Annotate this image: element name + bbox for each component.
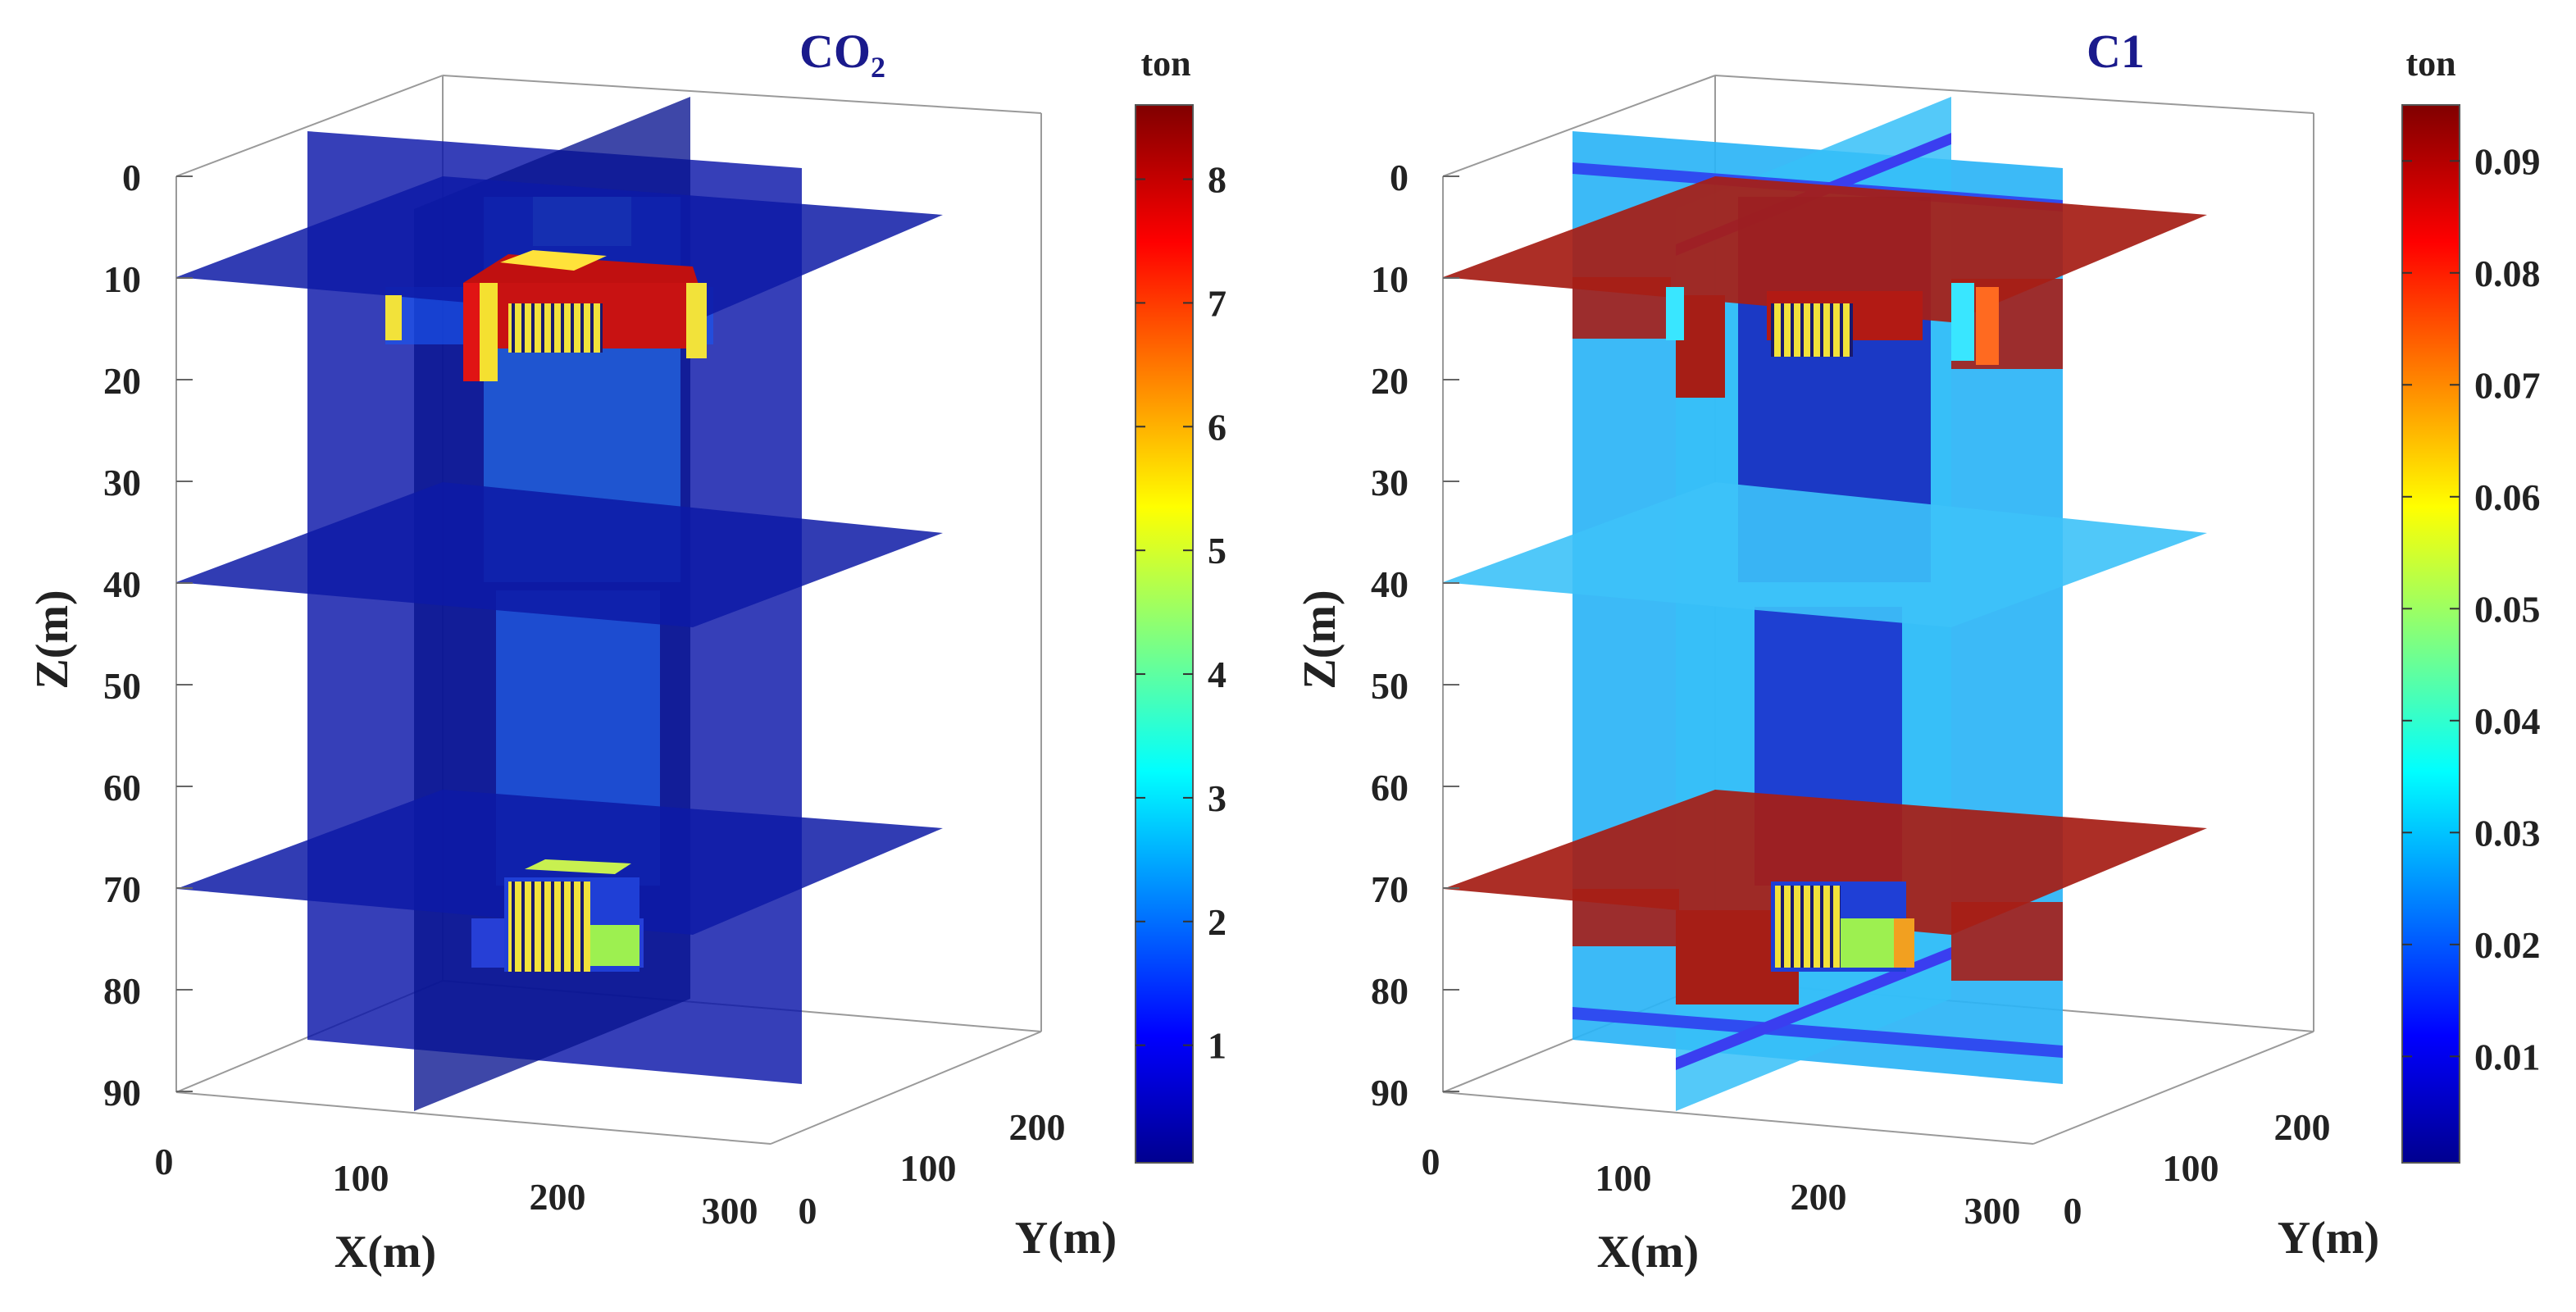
z-axis: 0 10 20 30 40 50 60 70 80 90 bbox=[103, 157, 141, 1114]
z-tick: 30 bbox=[1371, 462, 1409, 503]
y-tick: 100 bbox=[2163, 1147, 2219, 1189]
colorbar-tick-label: 0.04 bbox=[2474, 700, 2541, 742]
colorbar-tick-label: 3 bbox=[1208, 777, 1227, 819]
z-tick: 50 bbox=[1371, 665, 1409, 707]
panel-co2: 0 10 20 30 40 50 60 70 80 90 Z(m) 0 bbox=[27, 25, 1227, 1278]
z-tick: 80 bbox=[103, 970, 141, 1012]
z-tick: 60 bbox=[1371, 767, 1409, 809]
colorbar-tick-label: 7 bbox=[1208, 282, 1227, 324]
x-axis-label: X(m) bbox=[335, 1227, 436, 1278]
z-slice-10 bbox=[176, 176, 943, 322]
z-tick-marks bbox=[1443, 175, 1459, 1092]
z-tick: 40 bbox=[1371, 563, 1409, 605]
z-slice-40 bbox=[176, 482, 943, 627]
x-tick: 100 bbox=[1595, 1157, 1652, 1199]
z-tick: 0 bbox=[1390, 157, 1409, 198]
colorbar-tick-label: 0.06 bbox=[2474, 476, 2541, 518]
y-axis: 0 100 200 bbox=[799, 1106, 1066, 1232]
colorbar-tick-label: 1 bbox=[1208, 1025, 1227, 1067]
chart-title: CO2 bbox=[799, 25, 885, 84]
z-axis-label: Z(m) bbox=[1295, 590, 1345, 689]
colorbar-tick-label: 2 bbox=[1208, 901, 1227, 943]
z-tick: 10 bbox=[103, 258, 141, 300]
y-tick: 100 bbox=[900, 1147, 957, 1189]
x-tick: 200 bbox=[530, 1176, 586, 1218]
z-axis: 0 10 20 30 40 50 60 70 80 90 bbox=[1371, 157, 1409, 1114]
z-tick: 70 bbox=[103, 868, 141, 910]
colorbar-tick-label: 0.08 bbox=[2474, 253, 2541, 294]
y-tick: 0 bbox=[2064, 1190, 2082, 1232]
y-tick: 200 bbox=[2274, 1106, 2331, 1148]
colorbar-tick-label: 0.03 bbox=[2474, 812, 2541, 854]
plume-upper-hotspot bbox=[385, 250, 707, 381]
z-tick: 20 bbox=[1371, 360, 1409, 402]
z-tick: 60 bbox=[103, 767, 141, 809]
slice-red-bands bbox=[1572, 277, 2063, 1004]
x-axis-label: X(m) bbox=[1597, 1227, 1699, 1278]
z-tick: 20 bbox=[103, 360, 141, 402]
x-tick: 200 bbox=[1791, 1176, 1847, 1218]
z-tick: 80 bbox=[1371, 970, 1409, 1012]
colorbar-tick-label: 6 bbox=[1208, 406, 1227, 448]
z-tick: 90 bbox=[1371, 1072, 1409, 1114]
z-tick: 0 bbox=[122, 157, 141, 198]
y-tick: 200 bbox=[1009, 1106, 1066, 1148]
x-tick: 0 bbox=[1422, 1141, 1440, 1182]
colorbar-tick-label: 8 bbox=[1208, 159, 1227, 201]
x-tick: 0 bbox=[155, 1141, 174, 1182]
z-tick: 10 bbox=[1371, 258, 1409, 300]
y-tick: 0 bbox=[799, 1190, 817, 1232]
colorbar-tick-label: 0.07 bbox=[2474, 364, 2541, 406]
z-tick: 30 bbox=[103, 462, 141, 503]
z-tick: 90 bbox=[103, 1072, 141, 1114]
x-axis: 0 100 200 300 bbox=[155, 1141, 758, 1232]
colorbar-co2: ton 1 2 3 4 5 6 7 8 bbox=[1135, 43, 1227, 1164]
panel-c1: 0 10 20 30 40 50 60 70 80 90 Z(m) 0 100 bbox=[1295, 25, 2541, 1278]
x-tick: 100 bbox=[333, 1157, 389, 1199]
x-tick: 300 bbox=[702, 1190, 758, 1232]
plume-hotspots bbox=[1666, 283, 1999, 972]
z-slice-40 bbox=[1443, 482, 2207, 627]
colorbar-c1: ton 0.01 0.02 0.03 0.04 0.05 0.06 0.07 0.08 0.09 bbox=[2401, 43, 2541, 1164]
chart-title: C1 bbox=[2087, 25, 2145, 78]
y-axis-label: Y(m) bbox=[2278, 1213, 2379, 1264]
y-axis: 0 100 200 bbox=[2064, 1106, 2331, 1232]
colorbar-tick-label: 0.02 bbox=[2474, 924, 2541, 966]
z-tick-marks bbox=[176, 175, 193, 1092]
z-tick: 70 bbox=[1371, 868, 1409, 910]
z-axis-label: Z(m) bbox=[27, 590, 78, 689]
plume-lower-hotspot bbox=[471, 859, 644, 972]
colorbar-unit: ton bbox=[1140, 43, 1190, 84]
z-tick: 40 bbox=[103, 563, 141, 605]
x-axis: 0 100 200 300 bbox=[1422, 1141, 2021, 1232]
z-tick: 50 bbox=[103, 665, 141, 707]
colorbar-tick-label: 0.05 bbox=[2474, 588, 2541, 630]
y-axis-label: Y(m) bbox=[1015, 1213, 1117, 1264]
colorbar-tick-label: 0.01 bbox=[2474, 1036, 2541, 1077]
colorbar-tick-label: 5 bbox=[1208, 530, 1227, 572]
x-tick: 300 bbox=[1964, 1190, 2021, 1232]
colorbar-tick-label: 4 bbox=[1208, 654, 1227, 695]
colorbar-tick-label: 0.09 bbox=[2474, 140, 2541, 182]
colorbar-unit: ton bbox=[2405, 43, 2455, 84]
